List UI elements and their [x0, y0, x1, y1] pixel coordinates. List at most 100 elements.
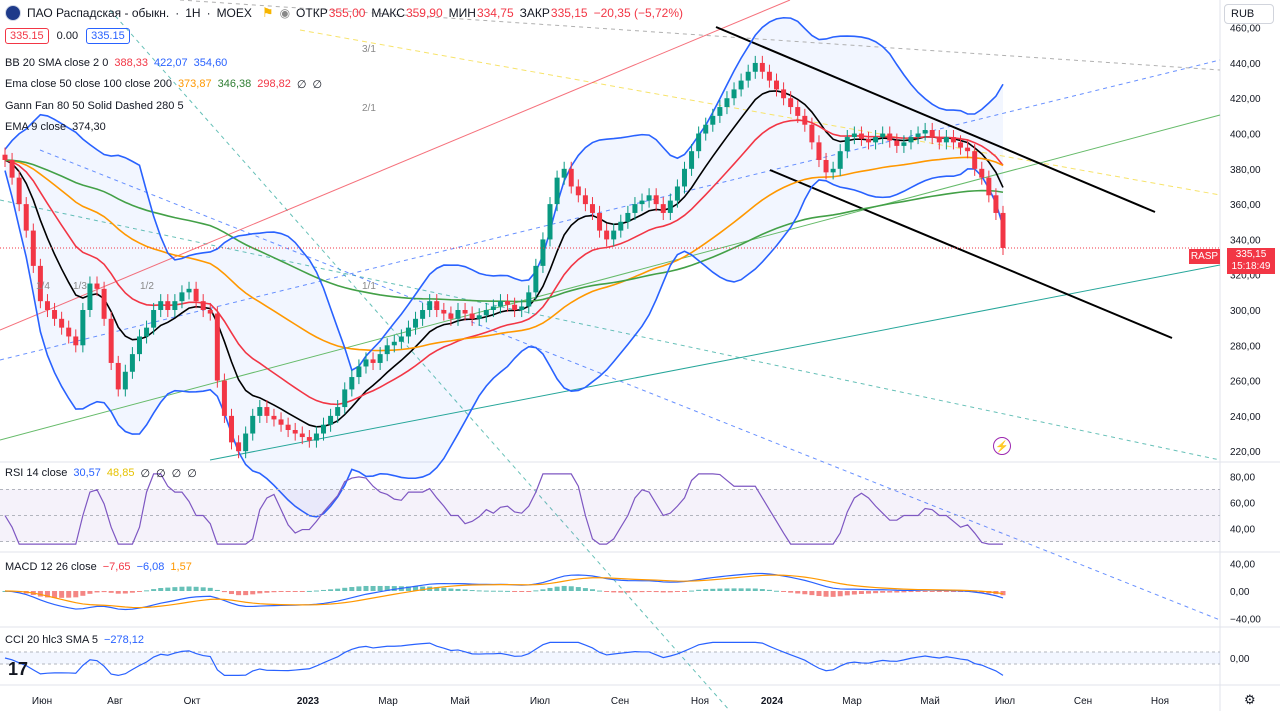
- indicator-gann[interactable]: Gann Fan 80 50 Solid Dashed 280 5: [5, 98, 190, 114]
- macd-histogram-bar: [554, 586, 560, 591]
- price-tick-label: 460,00: [1230, 24, 1261, 35]
- candle-body: [866, 138, 872, 143]
- macd-histogram-bar: [505, 590, 511, 592]
- candle-body: [306, 437, 312, 441]
- macd-hist-value: −7,65: [102, 561, 131, 573]
- candle-body: [830, 168, 836, 173]
- macd-histogram-bar: [476, 590, 482, 592]
- candle-body: [434, 301, 440, 310]
- candle-body: [554, 177, 560, 205]
- lightning-icon[interactable]: ⚡: [993, 437, 1011, 455]
- macd-histogram-bar: [264, 591, 270, 593]
- indicator-cci[interactable]: CCI 20 hlc3 SMA 5 −278,12: [5, 632, 150, 648]
- macd-histogram-bar: [73, 591, 79, 598]
- macd-histogram-bar: [851, 591, 857, 595]
- macd-histogram-bar: [356, 586, 362, 591]
- macd-histogram-bar: [816, 591, 822, 597]
- candle-body: [653, 195, 659, 205]
- candle-body: [802, 115, 808, 125]
- settings-gear-icon[interactable]: ⚙: [1244, 692, 1256, 707]
- macd-histogram-bar: [377, 585, 383, 591]
- indicator-bb[interactable]: BB 20 SMA close 2 0 388,33 422,07 354,60: [5, 55, 233, 71]
- gann-fan-line: [39, 149, 1221, 621]
- macd-histogram-bar: [674, 591, 680, 592]
- visibility-icon[interactable]: ◉: [279, 6, 291, 20]
- macd-histogram-bar: [243, 591, 249, 596]
- macd-histogram-bar: [228, 591, 234, 595]
- macd-histogram-bar: [540, 589, 546, 591]
- candle-body: [101, 288, 107, 319]
- macd-histogram-bar: [101, 591, 107, 593]
- time-tick-label: Сен: [611, 696, 629, 707]
- candle-body: [972, 151, 978, 169]
- candle-body: [469, 313, 475, 319]
- tradingview-logo-icon[interactable]: 17: [8, 659, 29, 679]
- rsi-label: RSI 14 close: [5, 467, 68, 479]
- macd-histogram-bar: [915, 591, 921, 592]
- candle-body: [745, 71, 751, 81]
- macd-histogram-bar: [462, 589, 468, 591]
- macd-histogram-bar: [681, 591, 687, 592]
- interval[interactable]: 1Н: [185, 6, 201, 20]
- macd-histogram-bar: [908, 591, 914, 593]
- candle-body: [965, 147, 971, 152]
- candle-body: [483, 310, 489, 316]
- buy-price-box[interactable]: 335.15: [86, 28, 130, 44]
- time-tick-label: Ноя: [691, 696, 709, 707]
- candle-body: [618, 221, 624, 231]
- gann-label-1-1: 1/1: [362, 281, 376, 292]
- gann-fan-line-green: [0, 114, 1221, 441]
- candle-body: [391, 341, 397, 346]
- macd-histogram-bar: [568, 586, 574, 591]
- indicator-ema[interactable]: Ema close 50 close 100 close 200 373,87 …: [5, 76, 328, 92]
- indicator-rsi[interactable]: RSI 14 close 30,57 48,85 ∅ ∅ ∅ ∅: [5, 465, 203, 481]
- sell-price-box[interactable]: 335.15: [5, 28, 49, 44]
- macd-histogram-bar: [866, 591, 872, 594]
- macd-histogram-bar: [313, 590, 319, 592]
- candle-body: [462, 310, 468, 314]
- candle-body: [929, 130, 935, 138]
- candle-body: [299, 433, 305, 438]
- candle-body: [490, 306, 496, 310]
- candle-body: [788, 98, 794, 108]
- candle-body: [717, 107, 723, 116]
- gann-fan-line-red: [0, 0, 791, 331]
- macd-histogram-bar: [533, 590, 539, 592]
- candle-body: [214, 313, 220, 381]
- symbol-name[interactable]: ПАО Распадская - обыкн.: [27, 6, 170, 20]
- indicator-macd[interactable]: MACD 12 26 close −7,65 −6,08 1,57: [5, 559, 198, 575]
- macd-histogram-bar: [823, 591, 829, 597]
- time-tick-label: Май: [450, 696, 470, 707]
- macd-histogram-bar: [59, 591, 65, 598]
- macd-histogram-bar: [172, 587, 178, 591]
- macd-histogram-bar: [936, 591, 942, 592]
- currency-label: RUB: [1231, 8, 1255, 20]
- candle-body: [993, 195, 999, 213]
- macd-histogram-bar: [455, 588, 461, 591]
- candle-body: [413, 318, 419, 328]
- indicator-ema9[interactable]: EMA 9 close 374,30: [5, 119, 112, 135]
- macd-histogram-bar: [837, 591, 843, 597]
- price-tick-label: 340,00: [1230, 235, 1261, 246]
- candle-body: [427, 301, 433, 310]
- channel-lower-line: [769, 169, 1173, 339]
- macd-signal-value: 1,57: [170, 561, 192, 573]
- ema-label: Ema close 50 close 100 close 200: [5, 78, 172, 90]
- candle-body: [200, 301, 206, 310]
- candle-body: [519, 306, 525, 310]
- candle-body: [674, 186, 680, 201]
- gann-label: Gann Fan 80 50 Solid Dashed 280 5: [5, 100, 184, 112]
- macd-histogram-bar: [193, 586, 199, 591]
- macd-histogram-bar: [979, 591, 985, 593]
- candle-body: [349, 377, 355, 390]
- candle-body: [901, 142, 907, 146]
- candle-body: [179, 292, 185, 302]
- candle-body: [639, 200, 645, 205]
- flag-icon[interactable]: ⚑: [261, 5, 274, 20]
- time-tick-label: Сен: [1074, 696, 1092, 707]
- price-tick-label: 220,00: [1230, 447, 1261, 458]
- macd-histogram-bar: [434, 587, 440, 591]
- candle-body: [604, 230, 610, 240]
- currency-selector[interactable]: RUB: [1224, 4, 1274, 24]
